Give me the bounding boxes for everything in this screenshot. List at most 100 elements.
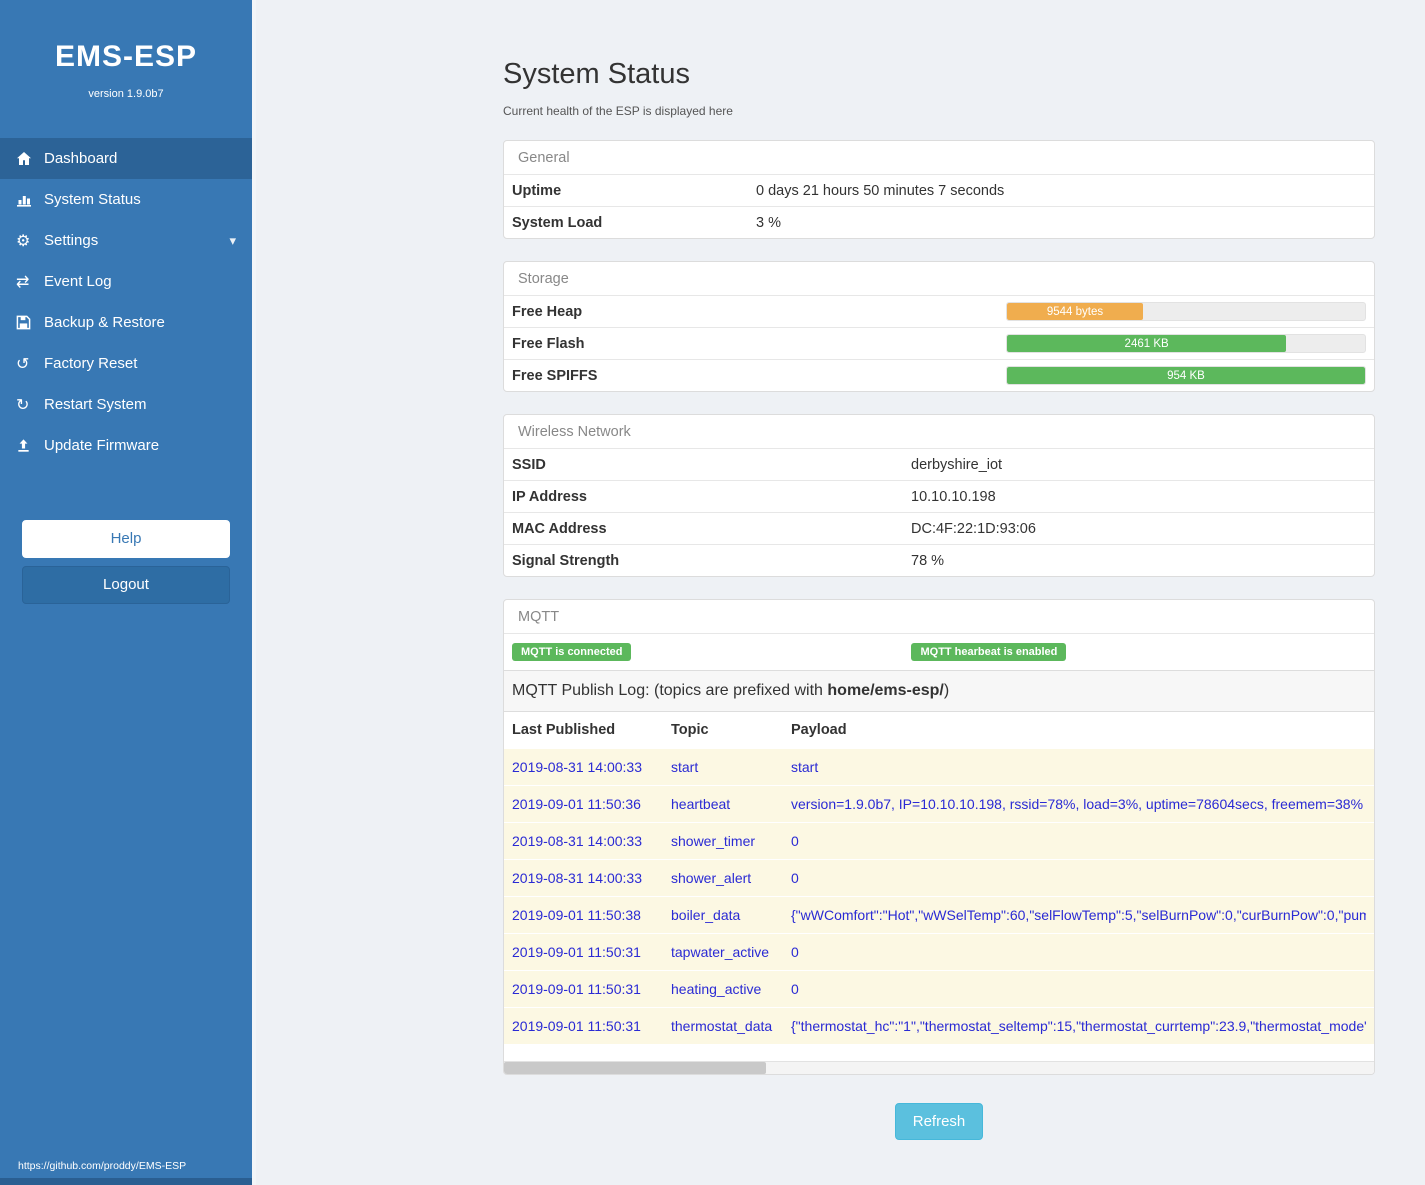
free-flash-row: Free Flash 2461 KB xyxy=(504,327,1374,359)
mqtt-panel-title: MQTT xyxy=(518,608,560,625)
sidebar-item-settings[interactable]: ⚙ Settings ▾ xyxy=(0,220,252,261)
logout-button[interactable]: Logout xyxy=(22,566,230,604)
sidebar-item-label: Backup & Restore xyxy=(44,314,165,331)
log-row: 2019-09-01 11:50:31 thermostat_data {"th… xyxy=(504,1007,1374,1044)
system-load-label: System Load xyxy=(512,214,603,231)
ip-address-row: IP Address 10.10.10.198 xyxy=(504,480,1374,512)
log-topic[interactable]: heartbeat xyxy=(671,796,731,812)
mac-address-row: MAC Address DC:4F:22:1D:93:06 xyxy=(504,512,1374,544)
log-topic[interactable]: start xyxy=(671,759,699,775)
sidebar-bottom-strip xyxy=(0,1178,252,1185)
sidebar-item-label: Factory Reset xyxy=(44,355,138,372)
log-topic[interactable]: boiler_data xyxy=(671,907,741,923)
signal-strength-row: Signal Strength 78 % xyxy=(504,544,1374,576)
log-row: 2019-08-31 14:00:33 shower_alert 0 xyxy=(504,859,1374,896)
log-date[interactable]: 2019-08-31 14:00:33 xyxy=(512,833,642,849)
publish-log-topic-prefix: home/ems-esp/ xyxy=(827,682,944,699)
reset-icon: ↺ xyxy=(16,355,30,373)
log-topic[interactable]: shower_timer xyxy=(671,833,756,849)
uptime-value: 0 days 21 hours 50 minutes 7 seconds xyxy=(756,182,1005,199)
log-date[interactable]: 2019-09-01 11:50:31 xyxy=(512,944,641,960)
swap-arrows-icon: ⇄ xyxy=(16,273,30,291)
upload-icon xyxy=(16,438,44,453)
refresh-button[interactable]: Refresh xyxy=(894,1103,984,1140)
general-panel: General Uptime 0 days 21 hours 50 minute… xyxy=(503,140,1375,239)
log-date[interactable]: 2019-09-01 11:50:38 xyxy=(512,907,641,923)
log-row: 2019-08-31 14:00:33 shower_timer 0 xyxy=(504,822,1374,859)
log-payload[interactable]: {"wWComfort":"Hot","wWSelTemp":60,"selFl… xyxy=(791,907,1366,923)
signal-strength-value: 78 % xyxy=(911,552,945,569)
sidebar-nav: Dashboard System Status ⚙ Settings ▾ ⇄ E… xyxy=(0,138,252,466)
sidebar-item-label: System Status xyxy=(44,191,141,208)
mqtt-connected-badge: MQTT is connected xyxy=(512,643,632,661)
sidebar-item-restart-system[interactable]: ↻ Restart System xyxy=(0,384,252,425)
log-date[interactable]: 2019-09-01 11:50:31 xyxy=(512,1018,641,1034)
help-button[interactable]: Help xyxy=(22,520,230,558)
sidebar-item-label: Restart System xyxy=(44,396,147,413)
mac-address-value: DC:4F:22:1D:93:06 xyxy=(911,520,1036,537)
floppy-icon xyxy=(16,315,44,330)
github-link[interactable]: https://github.com/proddy/EMS-ESP xyxy=(18,1160,187,1172)
log-row: 2019-09-01 11:50:31 heating_active 0 xyxy=(504,970,1374,1007)
mqtt-heartbeat-badge: MQTT hearbeat is enabled xyxy=(911,643,1067,661)
sidebar-item-label: Update Firmware xyxy=(44,437,160,454)
wireless-panel-title: Wireless Network xyxy=(518,423,631,440)
page-subtitle: Current health of the ESP is displayed h… xyxy=(503,104,733,118)
sidebar-item-backup-restore[interactable]: Backup & Restore xyxy=(0,302,252,343)
restart-icon: ↻ xyxy=(16,396,30,414)
storage-panel: Storage Free Heap 9544 bytes Free Flash … xyxy=(503,261,1375,392)
log-topic[interactable]: shower_alert xyxy=(671,870,752,886)
log-payload[interactable]: 0 xyxy=(791,870,799,886)
sidebar-item-label: Dashboard xyxy=(44,150,118,167)
log-payload[interactable]: 0 xyxy=(791,833,799,849)
mqtt-panel: MQTT MQTT is connected MQTT hearbeat is … xyxy=(503,599,1375,1075)
app-version: version 1.9.0b7 xyxy=(88,88,164,100)
free-heap-progress-fill: 9544 bytes xyxy=(1007,303,1144,320)
free-flash-progress-fill: 2461 KB xyxy=(1007,335,1287,352)
system-load-row: System Load 3 % xyxy=(504,206,1374,238)
sidebar-item-label: Settings xyxy=(44,232,99,249)
log-date[interactable]: 2019-08-31 14:00:33 xyxy=(512,759,642,775)
log-date[interactable]: 2019-08-31 14:00:33 xyxy=(512,870,642,886)
free-spiffs-row: Free SPIFFS 954 KB xyxy=(504,359,1374,391)
free-heap-row: Free Heap 9544 bytes xyxy=(504,295,1374,327)
sidebar-item-event-log[interactable]: ⇄ Event Log xyxy=(0,261,252,302)
log-row: 2019-09-01 11:50:38 boiler_data {"wWComf… xyxy=(504,896,1374,933)
page-title: System Status xyxy=(503,58,690,90)
sidebar-item-dashboard[interactable]: Dashboard xyxy=(0,138,252,179)
mqtt-badges-row: MQTT is connected MQTT hearbeat is enabl… xyxy=(504,633,1374,670)
header-payload: Payload xyxy=(791,722,847,738)
free-flash-progress: 2461 KB xyxy=(1006,334,1366,353)
log-topic[interactable]: thermostat_data xyxy=(671,1018,773,1034)
log-topic[interactable]: heating_active xyxy=(671,981,762,997)
scrollbar-thumb[interactable] xyxy=(504,1062,766,1074)
sidebar-item-update-firmware[interactable]: Update Firmware xyxy=(0,425,252,466)
free-spiffs-label: Free SPIFFS xyxy=(512,367,598,384)
signal-strength-label: Signal Strength xyxy=(512,552,620,569)
horizontal-scrollbar[interactable] xyxy=(504,1061,1374,1074)
log-row: 2019-09-01 11:50:36 heartbeat version=1.… xyxy=(504,785,1374,822)
log-date[interactable]: 2019-09-01 11:50:31 xyxy=(512,981,641,997)
log-payload[interactable]: 0 xyxy=(791,944,799,960)
home-icon xyxy=(16,151,44,167)
log-table-header: Last Published Topic Payload xyxy=(504,711,1374,748)
log-payload[interactable]: {"thermostat_hc":"1","thermostat_seltemp… xyxy=(791,1018,1366,1034)
log-payload[interactable]: start xyxy=(791,759,819,775)
sidebar-item-system-status[interactable]: System Status xyxy=(0,179,252,220)
sidebar-header: EMS-ESP version 1.9.0b7 xyxy=(0,0,252,100)
ssid-row: SSID derbyshire_iot xyxy=(504,448,1374,480)
free-heap-progress: 9544 bytes xyxy=(1006,302,1366,321)
ip-address-label: IP Address xyxy=(512,488,587,505)
log-date[interactable]: 2019-09-01 11:50:36 xyxy=(512,796,641,812)
log-row: 2019-08-31 14:00:33 start start xyxy=(504,748,1374,785)
log-payload[interactable]: 0 xyxy=(791,981,799,997)
sidebar-item-label: Event Log xyxy=(44,273,112,290)
log-topic[interactable]: tapwater_active xyxy=(671,944,770,960)
sidebar-item-factory-reset[interactable]: ↺ Factory Reset xyxy=(0,343,252,384)
log-payload[interactable]: version=1.9.0b7, IP=10.10.10.198, rssid=… xyxy=(791,796,1364,812)
header-topic: Topic xyxy=(671,722,709,738)
ssid-value: derbyshire_iot xyxy=(911,456,1003,473)
mqtt-publish-log-heading: MQTT Publish Log: (topics are prefixed w… xyxy=(504,670,1374,711)
chevron-down-icon: ▾ xyxy=(229,232,236,248)
general-panel-title: General xyxy=(518,149,570,166)
